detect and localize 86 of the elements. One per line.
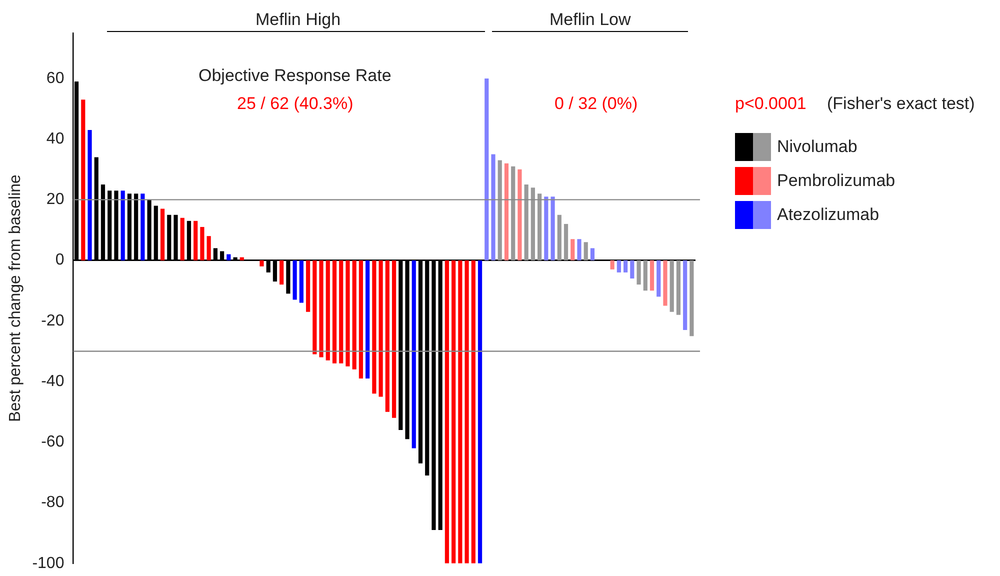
bar [538,194,542,260]
bar [530,188,535,260]
y-tick-label: -100 [32,554,64,572]
bar [518,169,522,260]
bar [636,260,641,285]
text: p<0.0001 [735,94,806,114]
bar [160,208,165,260]
bar [312,260,317,354]
y-tick-label: -40 [41,372,64,390]
annotation: 25 / 62 (40.3%) [237,94,354,114]
bar [511,166,516,260]
bar [491,154,496,260]
bar [280,260,284,285]
y-tick-label: 0 [55,252,64,269]
bar [346,260,350,366]
legend-label: Pembrolizumab [777,171,896,191]
bar [352,260,356,370]
bar [200,226,204,260]
bar [478,260,482,564]
bar [299,260,304,303]
bar [358,260,364,379]
bar [630,260,634,278]
bar [683,260,688,330]
bar [610,260,614,270]
bar [88,130,92,260]
legend-label: Nivolumab [777,137,858,157]
bar [81,100,86,260]
bar [306,260,310,312]
bar [180,218,184,260]
bar [332,260,337,364]
bar [550,196,555,260]
bar [650,260,654,291]
bar [690,260,694,336]
annotation: Objective Response Rate [198,66,392,86]
text: Meflin High [256,10,341,30]
annotation: 0 / 32 (0%) [554,94,638,114]
bar [623,260,628,272]
bar [194,220,198,260]
bar [366,260,370,379]
bar [226,254,231,260]
bar [385,260,390,412]
legend-label: Atezolizumab [777,205,880,225]
bar [464,260,469,564]
bar [452,260,456,564]
bar [372,260,376,394]
bar [140,194,145,260]
y-tick-label: 60 [46,70,64,87]
y-tick-label: 40 [46,130,64,148]
bar [412,260,416,448]
bar [206,236,211,260]
bar [590,248,595,260]
bar [339,260,344,364]
bar [378,260,383,397]
bar [676,260,681,315]
bar [504,163,509,260]
bar [616,260,621,272]
text: Meflin Low [550,10,631,30]
bar [570,239,575,260]
bar [670,260,674,312]
bar [292,260,297,300]
bar [392,260,396,418]
bar [564,224,568,260]
bar [524,184,528,260]
bar [544,196,548,260]
y-tick-label: -20 [41,312,64,330]
y-axis-title: Best percent change from baseline [7,174,24,422]
bar [577,239,582,260]
bar [319,260,324,358]
bar [484,78,489,260]
bar [458,260,462,564]
y-tick-label: 20 [46,191,64,208]
bar [471,260,476,564]
y-tick-label: -80 [41,494,64,512]
bar [584,242,588,260]
bar [663,260,668,306]
bar [326,260,330,360]
bar [120,190,125,260]
bar [656,260,661,297]
y-tick-label: -60 [41,434,64,451]
bar [444,260,449,564]
text: (Fisher's exact test) [827,94,975,114]
bar [498,160,502,260]
bar [557,214,562,260]
bar [260,260,264,266]
bar [643,260,648,291]
bar [240,257,244,260]
